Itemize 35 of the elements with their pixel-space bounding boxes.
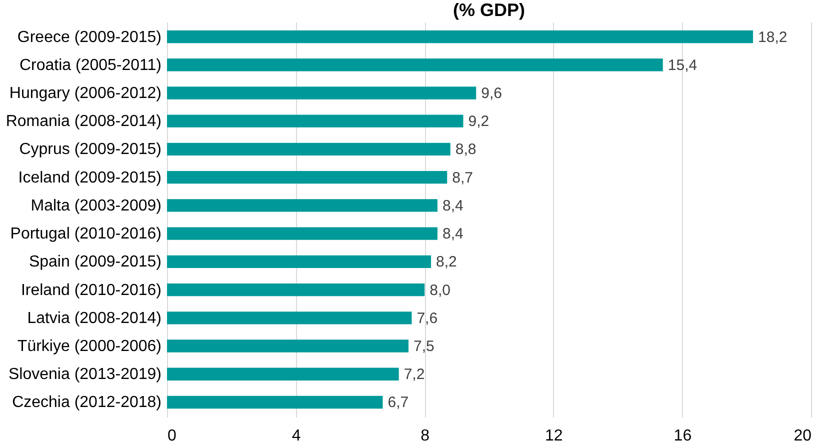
data-label: 8,7 bbox=[452, 169, 473, 186]
data-label: 6,7 bbox=[388, 394, 409, 412]
y-tick-label: Ireland (2010-2016) bbox=[20, 282, 162, 299]
y-tick-label: Croatia (2005-2011) bbox=[19, 56, 162, 74]
x-tick-label: 8 bbox=[420, 428, 430, 444]
x-tick-label: 0 bbox=[168, 428, 176, 444]
data-label: 7,6 bbox=[416, 310, 438, 327]
y-tick-label: Malta (2003-2009) bbox=[30, 197, 162, 214]
y-tick-label: Portugal (2010-2016) bbox=[10, 226, 162, 243]
data-label: 8,0 bbox=[430, 282, 450, 299]
x-tick-label: 20 bbox=[794, 428, 812, 444]
y-tick-label: Spain (2009-2015) bbox=[28, 254, 162, 271]
data-label: 18,2 bbox=[758, 28, 788, 46]
y-tick-label: Romania (2008-2014) bbox=[6, 113, 162, 130]
data-label: 15,4 bbox=[668, 56, 698, 74]
data-label: 9,6 bbox=[481, 84, 502, 102]
data-label: 7,2 bbox=[404, 366, 425, 384]
y-tick-label: Cyprus (2009-2015) bbox=[19, 141, 162, 158]
data-label: 8,4 bbox=[442, 197, 464, 214]
x-tick-label: 16 bbox=[674, 428, 692, 444]
y-tick-label: Slovenia (2013-2019) bbox=[8, 366, 162, 384]
y-tick-label: Czechia (2012-2018) bbox=[12, 394, 162, 412]
chart-title: (% GDP) bbox=[453, 0, 526, 20]
y-tick-label: Iceland (2009-2015) bbox=[18, 169, 162, 186]
y-tick-label: Latvia (2008-2014) bbox=[27, 310, 162, 327]
x-tick-label: 4 bbox=[292, 428, 301, 444]
data-label: 9,2 bbox=[468, 113, 490, 130]
data-label: 8,8 bbox=[455, 141, 476, 158]
data-label: 8,2 bbox=[436, 254, 457, 271]
y-tick-label: Hungary (2006-2012) bbox=[9, 84, 162, 102]
y-tick-label: Türkiye (2000-2006) bbox=[17, 338, 162, 356]
y-tick-label: Greece (2009-2015) bbox=[17, 28, 162, 46]
data-label: 7,5 bbox=[414, 338, 434, 356]
data-label: 8,4 bbox=[442, 226, 464, 243]
x-tick-label: 12 bbox=[545, 428, 563, 444]
